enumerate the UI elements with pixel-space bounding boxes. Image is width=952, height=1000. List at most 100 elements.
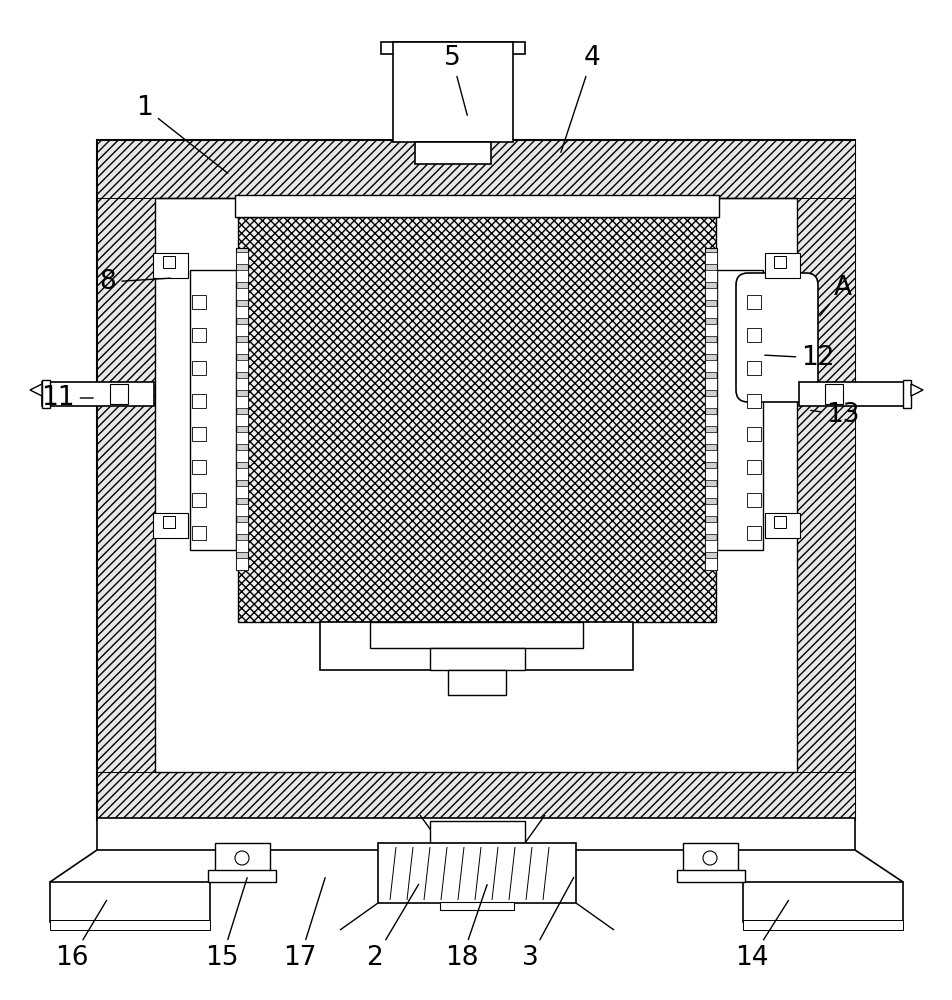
- Bar: [743, 920, 902, 930]
- Bar: [704, 540, 716, 552]
- FancyBboxPatch shape: [735, 273, 817, 402]
- Bar: [429, 821, 525, 843]
- Bar: [42, 382, 154, 406]
- Bar: [236, 342, 248, 354]
- Bar: [704, 288, 716, 300]
- Text: 1: 1: [136, 95, 228, 173]
- Bar: [236, 360, 248, 372]
- Bar: [236, 486, 248, 498]
- Bar: [236, 378, 248, 390]
- Text: 18: 18: [445, 885, 486, 971]
- Bar: [704, 396, 716, 408]
- Bar: [191, 526, 206, 540]
- Bar: [191, 427, 206, 441]
- Bar: [447, 670, 506, 695]
- Bar: [798, 382, 910, 406]
- Polygon shape: [910, 384, 922, 396]
- Bar: [215, 843, 269, 871]
- Bar: [236, 414, 248, 426]
- Bar: [746, 460, 761, 474]
- Bar: [236, 306, 248, 318]
- Bar: [97, 140, 854, 820]
- Bar: [704, 270, 716, 282]
- Text: 12: 12: [764, 345, 834, 371]
- Bar: [191, 361, 206, 375]
- Bar: [236, 522, 248, 534]
- Text: 13: 13: [810, 402, 859, 428]
- Bar: [191, 328, 206, 342]
- Bar: [704, 342, 716, 354]
- Bar: [704, 378, 716, 390]
- Bar: [704, 432, 716, 444]
- Bar: [746, 493, 761, 507]
- Bar: [191, 493, 206, 507]
- Bar: [796, 140, 854, 820]
- Text: 5: 5: [444, 45, 466, 115]
- Bar: [97, 140, 854, 198]
- Bar: [414, 142, 490, 164]
- Bar: [369, 622, 583, 648]
- Text: 15: 15: [205, 878, 247, 971]
- Text: 14: 14: [735, 900, 787, 971]
- Bar: [155, 198, 796, 772]
- Bar: [746, 295, 761, 309]
- Text: 17: 17: [283, 878, 325, 971]
- Bar: [236, 558, 248, 570]
- Text: 2: 2: [367, 884, 418, 971]
- Bar: [746, 526, 761, 540]
- Bar: [746, 394, 761, 408]
- Bar: [704, 558, 716, 570]
- Bar: [236, 324, 248, 336]
- Bar: [189, 270, 236, 550]
- Text: 16: 16: [55, 900, 107, 971]
- Bar: [191, 394, 206, 408]
- Bar: [704, 414, 716, 426]
- Bar: [716, 270, 763, 550]
- Bar: [704, 252, 716, 264]
- Bar: [704, 522, 716, 534]
- Bar: [704, 468, 716, 480]
- Bar: [155, 198, 796, 772]
- Bar: [153, 253, 188, 278]
- Bar: [824, 384, 843, 404]
- Bar: [97, 140, 155, 820]
- Bar: [163, 256, 175, 268]
- Bar: [773, 516, 785, 528]
- Bar: [208, 870, 276, 882]
- Bar: [704, 248, 716, 570]
- Bar: [238, 217, 715, 622]
- Text: 8: 8: [100, 269, 170, 295]
- Bar: [236, 270, 248, 282]
- Bar: [42, 380, 50, 408]
- Bar: [676, 870, 744, 882]
- Bar: [704, 504, 716, 516]
- Bar: [378, 843, 575, 903]
- Bar: [236, 396, 248, 408]
- Bar: [683, 843, 737, 871]
- Bar: [97, 772, 854, 820]
- Circle shape: [703, 851, 716, 865]
- Bar: [704, 360, 716, 372]
- Bar: [746, 361, 761, 375]
- Text: 11: 11: [41, 385, 93, 411]
- Bar: [236, 540, 248, 552]
- Bar: [235, 195, 718, 217]
- Text: 3: 3: [521, 877, 573, 971]
- Circle shape: [235, 851, 248, 865]
- Bar: [191, 460, 206, 474]
- Bar: [236, 432, 248, 444]
- Bar: [50, 882, 209, 922]
- Bar: [236, 504, 248, 516]
- Bar: [743, 882, 902, 922]
- Bar: [236, 288, 248, 300]
- Bar: [440, 902, 513, 910]
- Bar: [236, 252, 248, 264]
- Bar: [704, 486, 716, 498]
- Bar: [236, 248, 248, 570]
- Bar: [50, 920, 209, 930]
- Bar: [902, 380, 910, 408]
- Bar: [236, 468, 248, 480]
- Polygon shape: [30, 384, 42, 396]
- Bar: [163, 516, 175, 528]
- Bar: [109, 384, 128, 404]
